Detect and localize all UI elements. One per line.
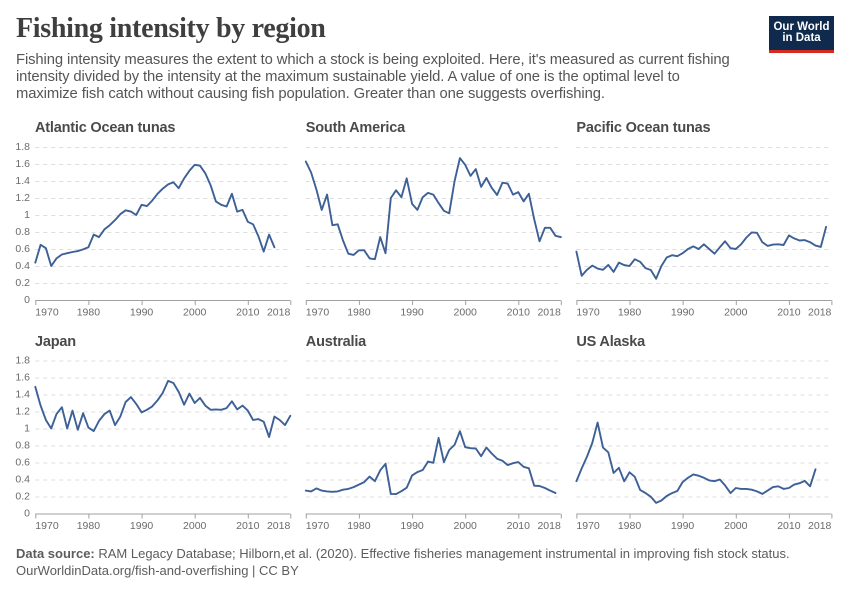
svg-text:2000: 2000: [183, 520, 207, 532]
svg-text:1990: 1990: [130, 307, 154, 319]
svg-text:2000: 2000: [724, 307, 748, 319]
svg-text:2010: 2010: [777, 520, 801, 532]
svg-text:1970: 1970: [35, 307, 59, 319]
svg-text:1970: 1970: [306, 307, 330, 319]
svg-text:0: 0: [24, 508, 30, 520]
svg-text:1.6: 1.6: [15, 372, 30, 384]
svg-text:2000: 2000: [454, 520, 478, 532]
svg-text:1970: 1970: [576, 307, 600, 319]
svg-text:2018: 2018: [267, 307, 291, 319]
svg-text:1970: 1970: [576, 520, 600, 532]
svg-text:1: 1: [24, 209, 30, 221]
svg-text:0.6: 0.6: [15, 243, 30, 255]
svg-text:1990: 1990: [130, 520, 154, 532]
svg-text:1.4: 1.4: [15, 389, 30, 401]
svg-text:0.2: 0.2: [15, 491, 30, 503]
svg-text:0: 0: [24, 294, 30, 306]
svg-text:1980: 1980: [347, 520, 371, 532]
svg-text:1990: 1990: [400, 307, 424, 319]
svg-text:2010: 2010: [236, 520, 260, 532]
svg-text:2000: 2000: [454, 307, 478, 319]
svg-text:2010: 2010: [507, 307, 531, 319]
svg-text:1980: 1980: [77, 307, 101, 319]
svg-text:2010: 2010: [507, 520, 531, 532]
svg-text:0.4: 0.4: [15, 474, 30, 486]
svg-text:2010: 2010: [777, 307, 801, 319]
svg-text:1980: 1980: [347, 307, 371, 319]
svg-text:2018: 2018: [808, 520, 832, 532]
svg-text:2000: 2000: [724, 520, 748, 532]
svg-text:1990: 1990: [671, 307, 695, 319]
svg-text:1990: 1990: [671, 520, 695, 532]
svg-text:1980: 1980: [618, 307, 642, 319]
svg-text:0.4: 0.4: [15, 260, 30, 272]
svg-text:0.2: 0.2: [15, 277, 30, 289]
svg-text:2018: 2018: [537, 307, 561, 319]
svg-text:2010: 2010: [236, 307, 260, 319]
svg-text:2018: 2018: [267, 520, 291, 532]
svg-text:2000: 2000: [183, 307, 207, 319]
svg-text:0.8: 0.8: [15, 440, 30, 452]
svg-text:2018: 2018: [537, 520, 561, 532]
svg-text:1970: 1970: [306, 520, 330, 532]
svg-text:1: 1: [24, 423, 30, 435]
svg-text:1.4: 1.4: [15, 175, 30, 187]
svg-text:1.8: 1.8: [15, 355, 30, 367]
svg-text:1990: 1990: [400, 520, 424, 532]
svg-text:1970: 1970: [35, 520, 59, 532]
svg-text:0.8: 0.8: [15, 226, 30, 238]
svg-text:1.8: 1.8: [15, 141, 30, 153]
svg-text:1980: 1980: [77, 520, 101, 532]
svg-text:1.2: 1.2: [15, 406, 30, 418]
svg-text:2018: 2018: [808, 307, 832, 319]
svg-text:1980: 1980: [618, 520, 642, 532]
svg-text:1.6: 1.6: [15, 158, 30, 170]
svg-text:1.2: 1.2: [15, 192, 30, 204]
svg-text:0.6: 0.6: [15, 457, 30, 469]
